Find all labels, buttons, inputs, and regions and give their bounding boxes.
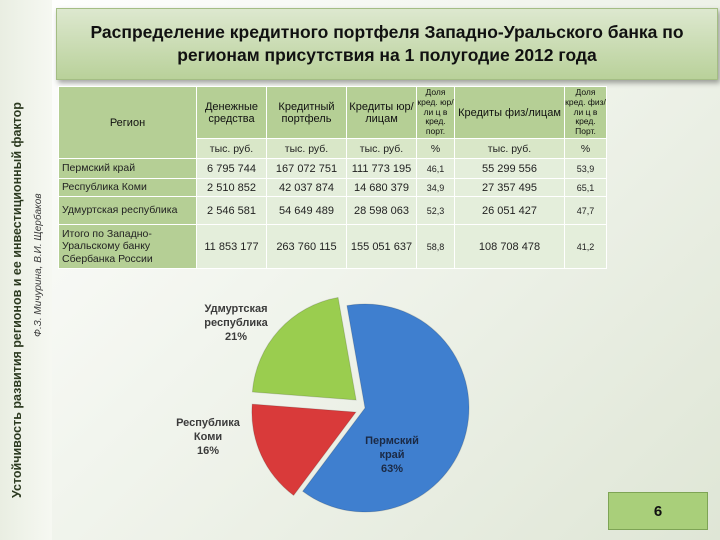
cell-portfolio: 54 649 489 (266, 196, 347, 225)
cell-cash: 2 546 581 (196, 196, 267, 225)
cell-region: Итого по Западно-Уральскому банку Сберба… (58, 224, 197, 269)
unit-legal: тыс. руб. (346, 138, 417, 159)
cell-cash: 2 510 852 (196, 178, 267, 197)
table-row: Удмуртская республика 2 546 581 54 649 4… (58, 196, 607, 225)
cell-individual-share: 53,9 (564, 158, 607, 179)
cell-legal-share: 46,1 (416, 158, 455, 179)
cell-individual-share: 65,1 (564, 178, 607, 197)
header-legal-share: Доля кред. юр/ли ц в кред. порт. (416, 86, 455, 139)
table-units-row: тыс. руб. тыс. руб. тыс. руб. % тыс. руб… (59, 138, 607, 159)
cell-individual: 108 708 478 (454, 224, 565, 269)
cell-cash: 6 795 744 (196, 158, 267, 179)
pie-slice (251, 403, 357, 497)
cell-region: Удмуртская республика (58, 196, 197, 225)
pie-slice (251, 296, 357, 401)
pie-label-udmurt: Удмуртская республика 21% (204, 303, 268, 343)
cell-portfolio: 167 072 751 (266, 158, 347, 179)
unit-individual: тыс. руб. (454, 138, 565, 159)
page-number-box: 6 (608, 492, 708, 530)
cell-region: Пермский край (58, 158, 197, 179)
side-band (0, 0, 52, 540)
cell-individual-share: 41,2 (564, 224, 607, 269)
cell-region: Республика Коми (58, 178, 197, 197)
cell-legal: 28 598 063 (346, 196, 417, 225)
unit-portfolio: тыс. руб. (266, 138, 347, 159)
page-number: 6 (653, 502, 663, 520)
cell-individual: 27 357 495 (454, 178, 565, 197)
slide-title: Распределение кредитного портфеля Западн… (90, 22, 684, 65)
cell-individual: 55 299 556 (454, 158, 565, 179)
cell-individual: 26 051 427 (454, 196, 565, 225)
cell-individual-share: 47,7 (564, 196, 607, 225)
pie-slice (302, 303, 470, 513)
pie-chart: Пермский край 63% Удмуртская республика 21% Ре… (170, 296, 590, 540)
cell-legal: 14 680 379 (346, 178, 417, 197)
cell-legal-share: 58,8 (416, 224, 455, 269)
header-cash: Денежные средства (196, 86, 267, 139)
pie-chart-svg: Пермский край 63% Удмуртская республика 21% Ре… (176, 296, 470, 513)
pie-label-komi: Республика Коми 16% (176, 417, 241, 457)
cell-portfolio: 42 037 874 (266, 178, 347, 197)
table-row: Пермский край 6 795 744 167 072 751 111 … (58, 158, 607, 179)
unit-legal-share: % (416, 138, 455, 159)
cell-legal-share: 34,9 (416, 178, 455, 197)
header-legal: Кредиты юр/лицам (346, 86, 417, 139)
unit-cash: тыс. руб. (196, 138, 267, 159)
table-header-row: Регион Денежные средства Кредитный портф… (58, 86, 607, 159)
slide-title-box: Распределение кредитного портфеля Западн… (56, 8, 718, 80)
cell-legal: 111 773 195 (346, 158, 417, 179)
header-individual-share: Доля кред. физ/ли ц в кред. Порт. (564, 86, 607, 139)
table-row: Республика Коми 2 510 852 42 037 874 14 … (58, 178, 607, 197)
pie-label-perm: Пермский край 63% (365, 435, 419, 475)
header-region: Регион (58, 86, 197, 159)
authors-vertical: Ф.З. Мичурина, В.И. Щербаков (33, 193, 44, 337)
cell-portfolio: 263 760 115 (266, 224, 347, 269)
header-portfolio: Кредитный портфель (266, 86, 347, 139)
header-individual: Кредиты физ/лицам (454, 86, 565, 139)
unit-individual-share: % (564, 138, 607, 159)
table-row: Итого по Западно-Уральскому банку Сберба… (58, 224, 607, 269)
presentation-title-vertical: Устойчивость развития регионов и ее инве… (10, 102, 24, 498)
cell-cash: 11 853 177 (196, 224, 267, 269)
cell-legal-share: 52,3 (416, 196, 455, 225)
credit-portfolio-table: Регион Денежные средства Кредитный портф… (58, 86, 607, 269)
cell-legal: 155 051 637 (346, 224, 417, 269)
